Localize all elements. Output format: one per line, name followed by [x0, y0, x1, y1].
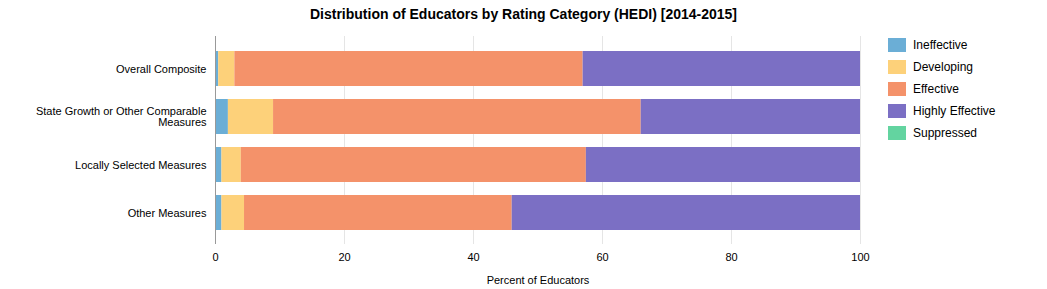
html-text:Highly Effective: Highly Effective	[913, 104, 996, 118]
svg-text:0: 0	[212, 251, 218, 263]
svg-text:100: 100	[851, 251, 869, 263]
html-text:Developing: Developing	[913, 60, 973, 74]
svg-text:80: 80	[725, 251, 737, 263]
svg-text:Locally Selected Measures: Locally Selected Measures	[75, 159, 207, 171]
html-text:Distribution of Educators by R: Distribution of Educators by Rating Cate…	[310, 6, 737, 22]
svg-text:40: 40	[467, 251, 479, 263]
html-text:Effective: Effective	[913, 82, 959, 96]
svg-text:State Growth or Other Comparab: State Growth or Other ComparableMeasures	[36, 105, 207, 128]
svg-text:Percent of Educators: Percent of Educators	[487, 274, 590, 286]
html-text:Ineffective: Ineffective	[913, 38, 968, 52]
svg-text:60: 60	[596, 251, 608, 263]
svg-text:Other Measures: Other Measures	[128, 207, 207, 219]
svg-text:Overall Composite: Overall Composite	[116, 63, 206, 75]
html-text:Suppressed: Suppressed	[913, 126, 977, 140]
svg-text:20: 20	[338, 251, 350, 263]
